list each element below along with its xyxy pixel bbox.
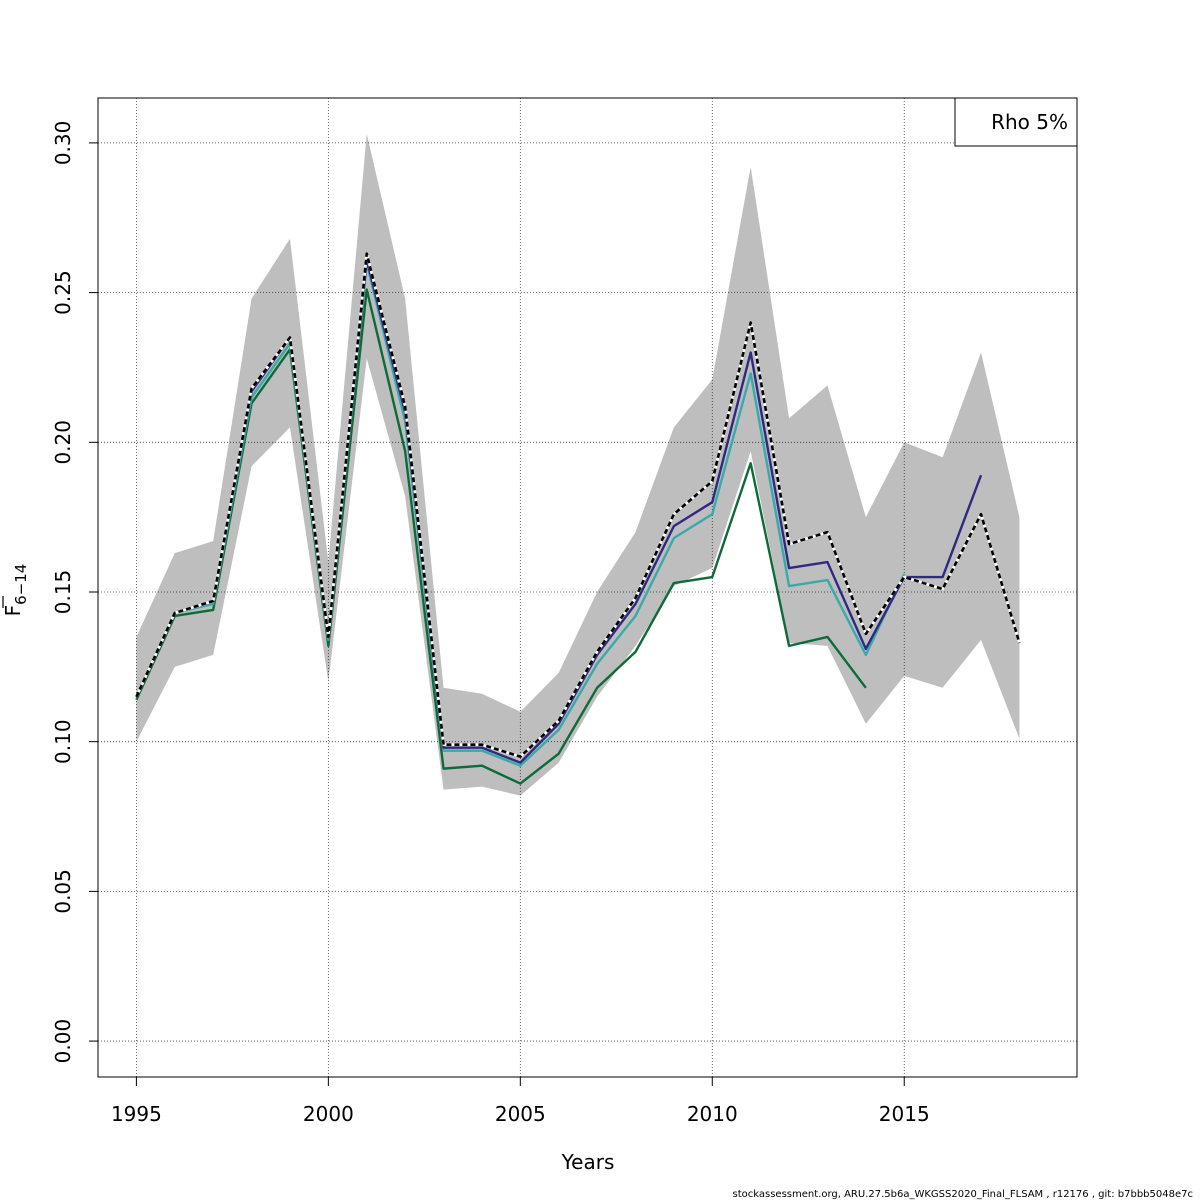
y-tick-label-0.30: 0.30 xyxy=(51,121,75,166)
x-tick-label-2005: 2005 xyxy=(495,1102,546,1126)
y-tick-label-0.20: 0.20 xyxy=(51,420,75,465)
legend-text: Rho 5% xyxy=(991,110,1068,134)
series-line-4 xyxy=(135,288,867,785)
y-tick-label-0.00: 0.00 xyxy=(51,1019,75,1064)
y-tick-label-group-0.30: 0.30 xyxy=(51,121,75,166)
x-axis-title: Years xyxy=(561,1150,615,1174)
legend-box xyxy=(954,97,1078,147)
x-tick-label-2000: 2000 xyxy=(303,1102,354,1126)
series-line-1 xyxy=(135,252,1021,758)
confidence-band xyxy=(136,133,1020,796)
y-tick-label-group-0.25: 0.25 xyxy=(51,270,75,315)
y-tick-label-0.10: 0.10 xyxy=(51,719,75,764)
y-axis-title-sub: 6−14 xyxy=(12,564,30,605)
y-tick-label-0.05: 0.05 xyxy=(51,869,75,914)
x-tick-label-2015: 2015 xyxy=(879,1102,930,1126)
y-tick-label-0.25: 0.25 xyxy=(51,270,75,315)
y-axis-title-main: F xyxy=(1,605,25,617)
x-tick-label-2010: 2010 xyxy=(687,1102,738,1126)
y-axis-title: F6−14 xyxy=(1,564,30,617)
grid-layer xyxy=(98,98,1077,1077)
y-tick-label-0.15: 0.15 xyxy=(51,570,75,615)
y-axis: 0.00 0.05 0.10 0.15 0.20 0.25 0.30 xyxy=(51,121,99,1064)
confidence-band-layer xyxy=(136,133,1020,796)
y-tick-label-group-0.15: 0.15 xyxy=(51,570,75,615)
y-tick-label-group-0.10: 0.10 xyxy=(51,719,75,764)
footer-credit: stockassessment.org, ARU.27.5b6a_WKGSS20… xyxy=(733,1189,1193,1200)
y-tick-label-group-0.05: 0.05 xyxy=(51,869,75,914)
series-layer xyxy=(135,252,1021,785)
x-tick-label-1995: 1995 xyxy=(111,1102,162,1126)
y-tick-label-group-0.00: 0.00 xyxy=(51,1019,75,1064)
legend: Rho 5% xyxy=(954,97,1078,147)
series-line-3 xyxy=(135,261,906,767)
svg-text:F6−14: F6−14 xyxy=(1,564,30,617)
y-tick-label-group-0.20: 0.20 xyxy=(51,420,75,465)
x-axis: 1995 2000 2005 2010 2015 xyxy=(111,1076,930,1126)
